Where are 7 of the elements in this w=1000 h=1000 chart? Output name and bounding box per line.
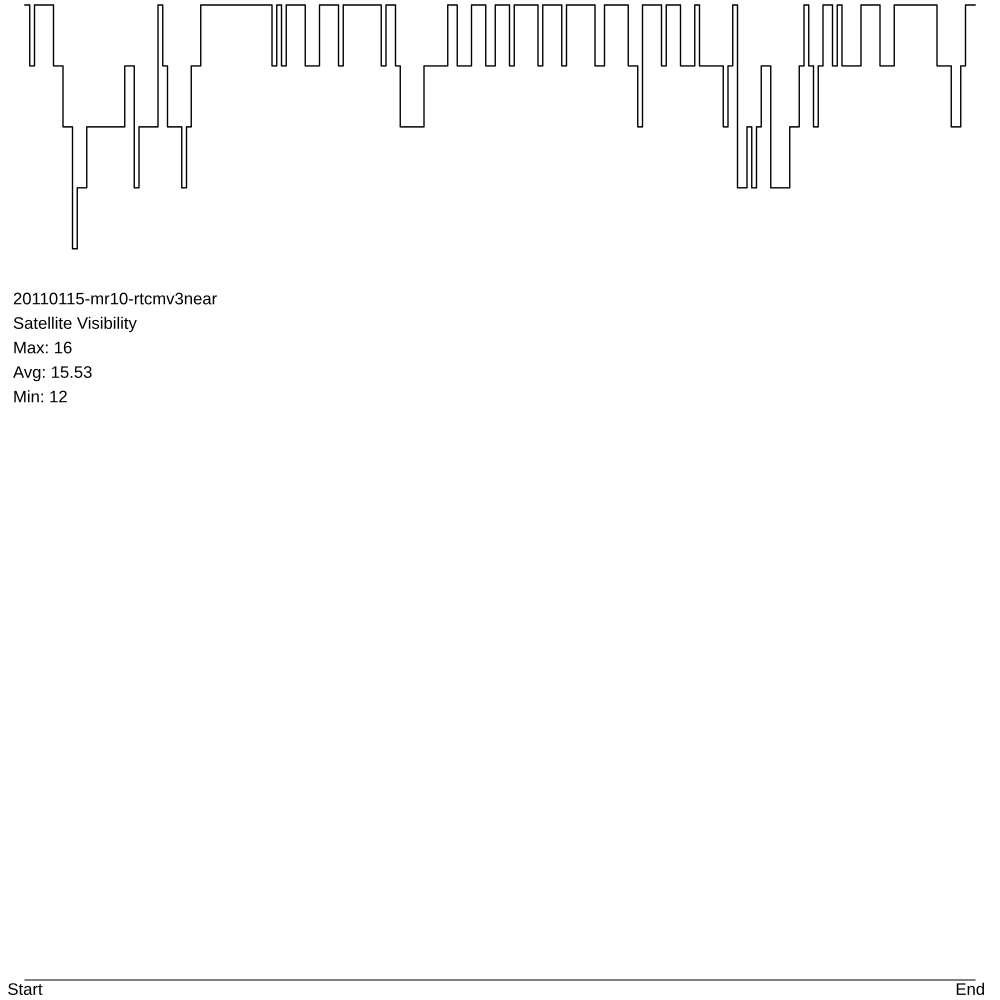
x-tick-label: Start: [8, 983, 42, 996]
text: 20110115-mr10-rtcmv3near: [14, 292, 217, 304]
x-tick-label: End: [956, 982, 984, 996]
text: Satellite Visibility: [14, 316, 137, 332]
annotation: Max: 16: [14, 342, 72, 354]
annotation: Avg: 15.53: [13, 366, 92, 382]
annotation: Min: 12: [14, 390, 67, 402]
